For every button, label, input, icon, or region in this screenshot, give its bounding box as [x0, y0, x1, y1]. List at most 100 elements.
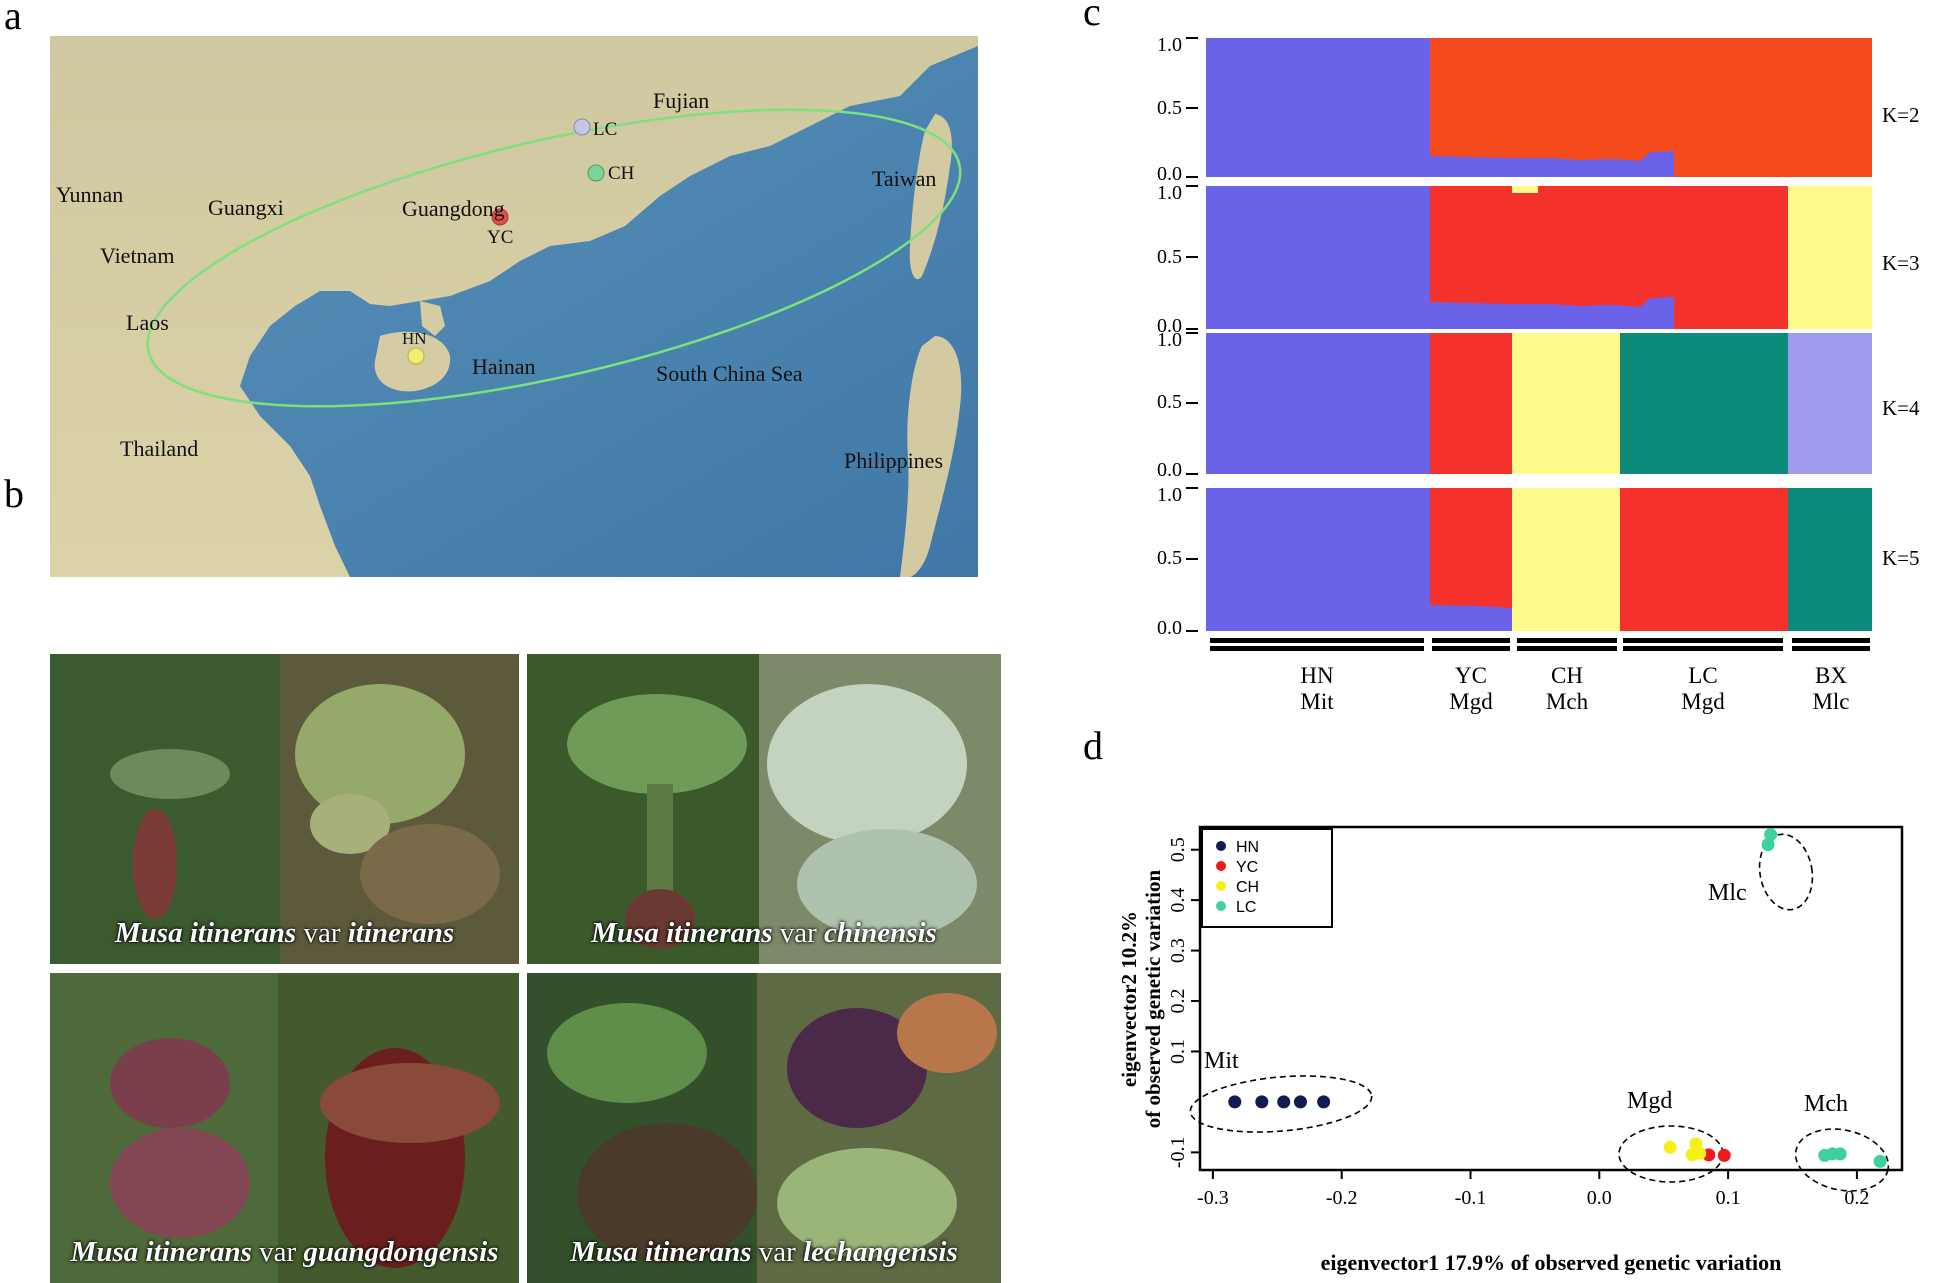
x-tick-label: -0.3 — [1197, 1187, 1229, 1209]
pca-legend: HN YC CH LC — [1201, 828, 1333, 928]
group-bars — [1210, 638, 1870, 651]
point-ch — [1693, 1146, 1707, 1160]
x-tick-label: -0.1 — [1455, 1187, 1487, 1209]
group-hn-pop: HN — [1300, 663, 1334, 688]
group-ch-pop: CH — [1551, 663, 1583, 688]
photo-chinensis: Musa itinerans var chinensis — [527, 654, 1001, 964]
x-tick-label: 0.2 — [1844, 1187, 1869, 1209]
pca-xlabel: eigenvector1 17.9% of observed genetic v… — [1321, 1250, 1782, 1275]
photo-guangdongensis-image — [50, 973, 519, 1283]
legend-marker-ch — [1216, 881, 1226, 891]
photo-itinerans-image — [50, 654, 519, 964]
legend-marker-hn — [1216, 841, 1226, 851]
group-yc-pop: YC — [1455, 663, 1487, 688]
map-label-yunnan: Yunnan — [56, 182, 123, 207]
group-yc-taxon: Mgd — [1449, 689, 1493, 714]
map-label-ch: CH — [608, 163, 635, 184]
point-hn — [1255, 1095, 1269, 1109]
site-lc-marker — [573, 118, 591, 136]
point-lc — [1833, 1147, 1847, 1161]
photo-chinensis-image — [527, 654, 1001, 964]
site-ch-marker — [587, 164, 605, 182]
legend-label-yc: YC — [1236, 859, 1258, 876]
distribution-range-ellipse — [146, 108, 962, 408]
y-tick-label: 0.3 — [1167, 938, 1189, 963]
structure-k4: 1.0 0.5 0.0 K=4 — [1157, 329, 1920, 481]
legend-label-hn: HN — [1236, 839, 1259, 856]
site-hn-marker — [407, 347, 425, 365]
map-label-fujian: Fujian — [653, 88, 709, 113]
k2-tick-0: 0.0 — [1157, 163, 1182, 185]
group-lc-pop: LC — [1688, 663, 1717, 688]
leizhou-peninsula — [420, 301, 445, 336]
map-panel: Fujian LC CH Yunnan Guangxi Guangdong YC… — [50, 36, 978, 577]
cluster-mit-ellipse — [1189, 1075, 1373, 1133]
taiwan-island — [909, 114, 952, 280]
pca-plot-frame — [1198, 825, 1904, 1172]
structure-k5: 1.0 0.5 0.0 K=5 — [1157, 484, 1920, 639]
k2-label: K=2 — [1882, 103, 1920, 127]
caption-chinensis: Musa itinerans var chinensis — [591, 917, 937, 949]
group-ch-taxon: Mch — [1546, 689, 1589, 714]
caption-lechangensis: Musa itinerans var lechangensis — [570, 1236, 958, 1268]
k5-tick-1: 1.0 — [1157, 484, 1182, 506]
map-label-philippines: Philippines — [844, 448, 943, 473]
mainland — [50, 36, 978, 577]
point-hn — [1293, 1095, 1307, 1109]
structure-plot: 1.0 0.5 0.0 K=2 1.0 0.5 0.0 K=3 1.0 0.5 … — [1157, 34, 1920, 714]
panel-letter-c: c — [1083, 0, 1101, 34]
group-lc-taxon: Mgd — [1681, 689, 1725, 714]
map-label-lc: LC — [593, 119, 617, 140]
group-bx-pop: BX — [1815, 663, 1847, 688]
map-label-hn: HN — [402, 329, 427, 348]
map-label-scs: South China Sea — [656, 361, 803, 386]
cluster-label-mch: Mch — [1804, 1091, 1848, 1117]
k3-tick-1: 1.0 — [1157, 182, 1182, 204]
legend-label-ch: CH — [1236, 879, 1259, 896]
map-label-guangdong: Guangdong — [402, 196, 505, 221]
cluster-label-mgd: Mgd — [1627, 1088, 1672, 1114]
photo-lechangensis-image — [527, 973, 1001, 1283]
k3-tick-0: 0.0 — [1157, 315, 1182, 337]
site-yc-marker — [491, 208, 509, 226]
group-bx-taxon: Mlc — [1812, 689, 1849, 714]
k3-tick-05: 0.5 — [1157, 246, 1182, 268]
point-lc — [1761, 838, 1775, 852]
photo-lechangensis: Musa itinerans var lechangensis — [527, 973, 1001, 1283]
cluster-mlc-ellipse — [1758, 833, 1814, 911]
cluster-label-mlc: Mlc — [1708, 880, 1747, 906]
structure-k3: 1.0 0.5 0.0 K=3 — [1157, 182, 1920, 337]
panel-letter-b: b — [4, 471, 24, 516]
group-hn-taxon: Mit — [1300, 689, 1334, 714]
point-lc — [1873, 1154, 1887, 1168]
y-tick-label: 0.2 — [1167, 989, 1189, 1014]
structure-k2: 1.0 0.5 0.0 K=2 — [1157, 34, 1920, 185]
x-tick-label: 0.1 — [1716, 1187, 1741, 1209]
y-tick-label: 0.1 — [1167, 1039, 1189, 1064]
k5-tick-05: 0.5 — [1157, 547, 1182, 569]
y-tick-label: 0.5 — [1167, 837, 1189, 862]
k4-tick-1: 1.0 — [1157, 329, 1182, 351]
panel-letter-d: d — [1083, 723, 1103, 768]
x-tick-label: -0.2 — [1326, 1187, 1358, 1209]
pca-ylabel-line1: eigenvector2 10.2% — [1117, 911, 1141, 1087]
legend-marker-lc — [1216, 901, 1226, 911]
map-label-hainan: Hainan — [472, 354, 536, 379]
caption-guangdongensis: Musa itinerans var guangdongensis — [70, 1236, 499, 1268]
pca-ylabel-line2: of observed genetic variation — [1141, 869, 1165, 1128]
k2-tick-1: 1.0 — [1157, 34, 1182, 56]
k3-label: K=3 — [1882, 251, 1920, 275]
map-label-guangxi: Guangxi — [208, 195, 284, 220]
photo-guangdongensis: Musa itinerans var guangdongensis — [50, 973, 519, 1283]
point-hn — [1277, 1095, 1291, 1109]
panel-letter-a: a — [4, 0, 22, 38]
point-hn — [1228, 1095, 1242, 1109]
map-label-yc: YC — [487, 227, 513, 248]
k4-tick-0: 0.0 — [1157, 459, 1182, 481]
map-label-taiwan: Taiwan — [872, 166, 936, 191]
point-ch — [1663, 1140, 1677, 1154]
k2-tick-05: 0.5 — [1157, 97, 1182, 119]
legend-label-lc: LC — [1236, 899, 1256, 916]
k5-label: K=5 — [1882, 546, 1920, 570]
k4-tick-05: 0.5 — [1157, 391, 1182, 413]
